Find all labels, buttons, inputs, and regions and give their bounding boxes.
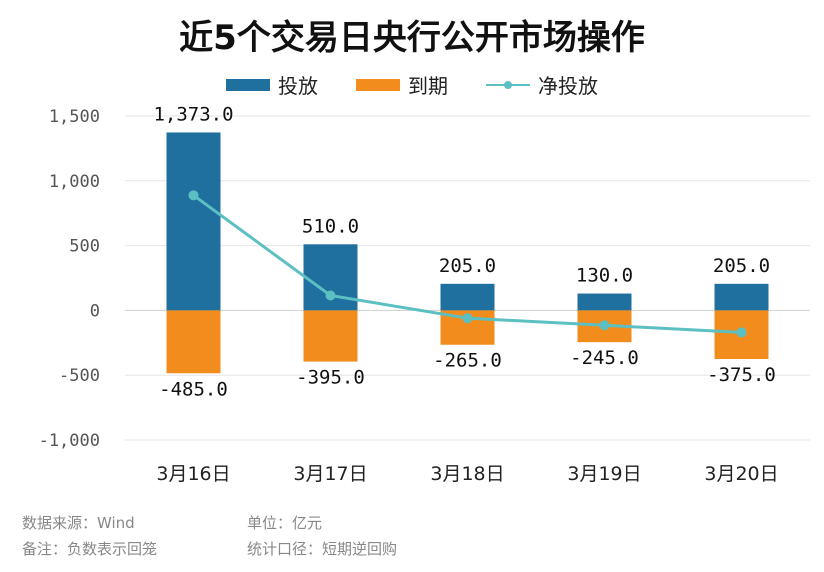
data-label-maturity: -245.0 [570,347,639,369]
y-tick-label: -1,000 [39,431,100,451]
y-tick-label: 1,000 [49,172,100,192]
legend-swatch-maturity [356,78,400,91]
bar-release [440,283,495,311]
chart-title: 近5个交易日央行公开市场操作 [179,18,645,58]
y-tick-label: 1,500 [49,107,100,127]
legend-swatch-net [486,78,530,92]
legend-item-net: 净投放 [486,70,598,99]
bar-release [577,293,632,311]
legend-label-net: 净投放 [538,74,598,98]
footer-caliber: 统计口径：短期逆回购 [247,540,398,558]
legend-label-release: 投放 [278,74,318,98]
data-label-release: 205.0 [713,255,770,277]
x-category-label: 3月16日 [156,463,230,485]
legend-item-release: 投放 [226,70,318,99]
legend-item-maturity: 到期 [356,70,448,99]
data-label-maturity: -265.0 [433,350,502,372]
net-release-point [599,320,610,331]
chart-legend: 投放 到期 净投放 [0,70,824,99]
bar-maturity [303,310,358,362]
net-release-point [325,290,336,301]
bar-release [166,132,221,311]
x-category-label: 3月18日 [430,463,504,485]
y-tick-label: -500 [59,366,100,386]
y-tick-label: 0 [90,301,100,321]
data-label-release: 1,373.0 [153,103,233,125]
x-category-label: 3月20日 [704,463,778,485]
net-release-point [188,190,199,201]
footer-unit: 单位：亿元 [247,514,323,532]
footer-note: 备注：负数表示回笼 [22,540,158,558]
data-label-maturity: -375.0 [707,364,776,386]
bar-maturity [166,310,221,374]
legend-swatch-release [226,78,270,91]
data-label-maturity: -395.0 [296,367,365,389]
x-category-label: 3月19日 [567,463,641,485]
y-tick-label: 500 [69,237,100,257]
bar-release [714,283,769,311]
data-label-maturity: -485.0 [159,378,228,400]
data-label-release: 510.0 [302,215,359,237]
data-label-release: 130.0 [576,265,633,287]
footer-source: 数据来源：Wind [22,514,135,532]
net-release-point [462,313,473,324]
x-category-label: 3月17日 [293,463,367,485]
net-release-point [736,327,747,338]
legend-label-maturity: 到期 [408,74,448,98]
data-label-release: 205.0 [439,255,496,277]
